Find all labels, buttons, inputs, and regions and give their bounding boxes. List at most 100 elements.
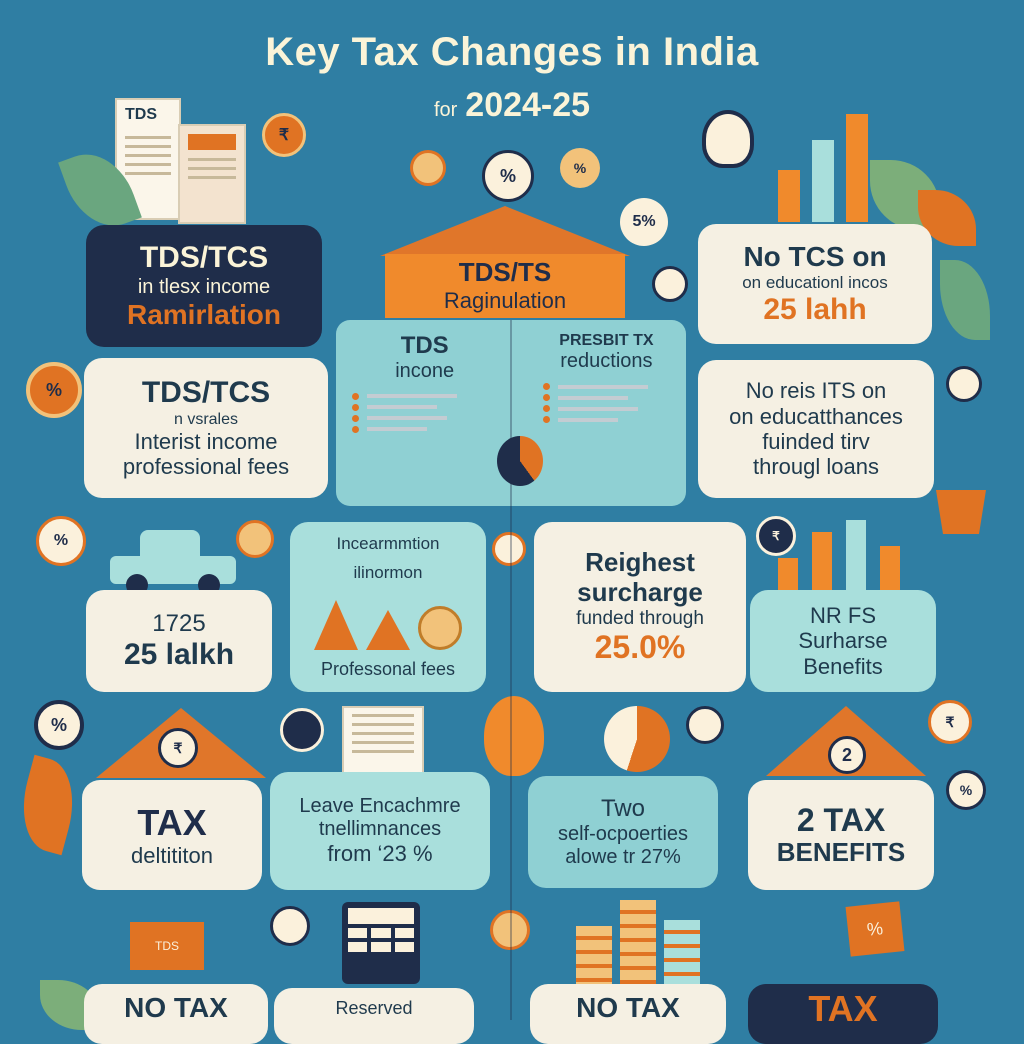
card-tds-remittance-title: TDS/TCS <box>139 241 269 275</box>
roof-decoration <box>380 206 630 256</box>
card-information-subtitle: ilinormon <box>353 562 423 582</box>
card-present-tax-panel: PRESBIT TX reductions <box>542 332 670 427</box>
present-tax-list <box>542 383 670 424</box>
percent-badge-icon: % <box>36 516 86 566</box>
card-surcharge-subtitle: surcharge <box>577 576 703 607</box>
card-information-title: Incearmmtion <box>336 534 440 553</box>
card-tds-remittance-highlight: Ramirlation <box>126 298 282 330</box>
coin-icon <box>280 708 324 752</box>
calculator-icon <box>342 902 420 984</box>
card-no-tcs-title: No TCS on <box>743 240 887 272</box>
tds-income-list <box>352 392 497 433</box>
page-subtitle: for 2024-25 <box>0 86 1024 125</box>
card-surcharge-rate: 25.0% <box>594 629 686 666</box>
page-title: Key Tax Changes in India <box>265 30 759 74</box>
percent-coin-icon: % <box>560 148 600 188</box>
subtitle-for: for <box>433 99 458 121</box>
card-tds-ts-subtitle: Raginulation <box>443 288 567 314</box>
clock-icon <box>270 906 310 946</box>
card-limit-1725: 1725 25 lalkh <box>86 590 272 692</box>
card-self-occ-subtitle: self-ocpoerties <box>557 822 689 845</box>
coin-icon <box>490 910 530 950</box>
card-limit-title: 1725 <box>152 609 206 637</box>
card-no-tps-education: No reis ITS on on educatthances fuinded … <box>698 360 934 498</box>
card-information-footer: Professonal fees <box>320 659 456 680</box>
card-no-tcs-subtitle: on educationl incos <box>742 273 888 293</box>
card-no-tax-1-title: NO TAX <box>124 992 228 1023</box>
leaf-icon <box>11 754 85 856</box>
card-tds-reductions: TDS incone PRESBIT TX reductions <box>336 320 686 506</box>
subtitle-year: 2024-25 <box>465 86 591 124</box>
card-tax-deduction-subtitle: deltititon <box>131 843 213 869</box>
card-reserved: Reserved <box>274 988 474 1044</box>
percent-badge-icon: % <box>946 770 986 810</box>
card-no-tcs-education: No TCS on on educationl incos 25 lahh <box>698 224 932 344</box>
card-no-tcs-limit: 25 lahh <box>763 292 867 326</box>
card-present-tax-title: PRESBIT TX <box>559 332 654 349</box>
card-information: Incearmmtion ilinormon Professonal fees <box>290 522 486 692</box>
pie-chart-icon <box>604 706 670 772</box>
coin-icon <box>410 150 446 186</box>
percent-tag-icon: % <box>845 901 905 957</box>
coin-icon <box>652 266 688 302</box>
coin-stack-icon <box>576 898 706 986</box>
card-leave-title: Leave Encachmre <box>299 795 461 818</box>
card-nr-footer: Benefits <box>803 653 883 679</box>
percent-badge-icon: % <box>26 362 82 418</box>
car-icon <box>110 530 236 596</box>
card-surcharge-title: Reighest <box>585 546 695 577</box>
percent-badge-icon: % <box>482 150 534 202</box>
tds-document-label: TDS <box>125 106 157 123</box>
card-reserved-title: Reserved <box>335 998 413 1018</box>
coin-icon <box>686 706 724 744</box>
percent-badge-icon: % <box>34 700 84 750</box>
number-two-icon: 2 <box>828 736 866 774</box>
document-icon <box>342 706 424 784</box>
card-tds-remittance-subtitle: in tlesx income <box>137 275 271 298</box>
card-tds-interest-item: Interist income <box>134 429 278 455</box>
card-no-tax-1: NO TAX <box>84 984 268 1044</box>
card-limit-value: 25 lalkh <box>123 637 235 671</box>
card-self-occupied: Two self-ocpoerties alowe tr 27% <box>528 776 718 888</box>
card-two-tax-title: 2 TAX <box>796 801 886 838</box>
card-tds-interest-title: TDS/TCS <box>141 376 271 410</box>
card-leave-encashment: Leave Encachmre tnellimnances from ‘23 % <box>270 772 490 890</box>
coin-icon <box>236 520 274 558</box>
card-surcharge: Reighest surcharge funded through 25.0% <box>534 522 746 692</box>
rupee-badge-icon: ₹ <box>928 700 972 744</box>
coin-icon <box>492 532 526 566</box>
card-nr-surcharge: NR FS Surharse Benefits <box>750 590 936 692</box>
rupee-coin-icon: ₹ <box>262 113 306 157</box>
card-two-tax-subtitle: BENEFITS <box>776 837 906 868</box>
card-tds-ts-regulation: TDS/TS Raginulation <box>385 254 625 318</box>
card-no-tps-title: No reis ITS on <box>745 378 887 404</box>
card-tax-title: TAX <box>808 988 878 1029</box>
card-leave-subtitle: tnellimnances <box>318 818 442 841</box>
card-tax-deduction: TAX deltititon <box>82 780 262 890</box>
center-divider <box>510 320 512 1020</box>
lightbulb-icon <box>702 110 754 168</box>
card-tds-interest: TDS/TCS n vsrales Interist income profes… <box>84 358 328 498</box>
card-two-tax-benefits: 2 TAX BENEFITS <box>748 780 934 890</box>
coin-icon <box>946 366 982 402</box>
plant-pot-icon <box>936 490 986 534</box>
rupee-badge-icon: ₹ <box>158 728 198 768</box>
rupee-coin-icon: ₹ <box>756 516 796 556</box>
lightbulb-icon <box>484 696 544 776</box>
card-no-tps-item: througl loans <box>753 454 879 480</box>
card-tax-deduction-title: TAX <box>137 801 207 843</box>
card-self-occ-title: Two <box>600 795 645 823</box>
tax-form-icon <box>178 124 246 224</box>
card-no-tps-subtitle: on educatthances <box>729 403 903 429</box>
card-tds-ts-title: TDS/TS <box>458 257 552 288</box>
card-nr-title: NR FS <box>810 603 876 629</box>
card-present-tax-subtitle: reductions <box>560 350 653 373</box>
tax-stamp-icon: TDS <box>130 922 204 970</box>
card-no-tax-2: NO TAX <box>530 984 726 1044</box>
bar-chart-icon <box>778 520 904 592</box>
card-no-tax-2-title: NO TAX <box>576 992 680 1023</box>
growth-chart-icon <box>778 110 888 222</box>
card-tds-interest-item: professional fees <box>122 454 290 480</box>
card-tds-income-panel: TDS incone <box>352 332 497 437</box>
card-tax: TAX <box>748 984 938 1044</box>
